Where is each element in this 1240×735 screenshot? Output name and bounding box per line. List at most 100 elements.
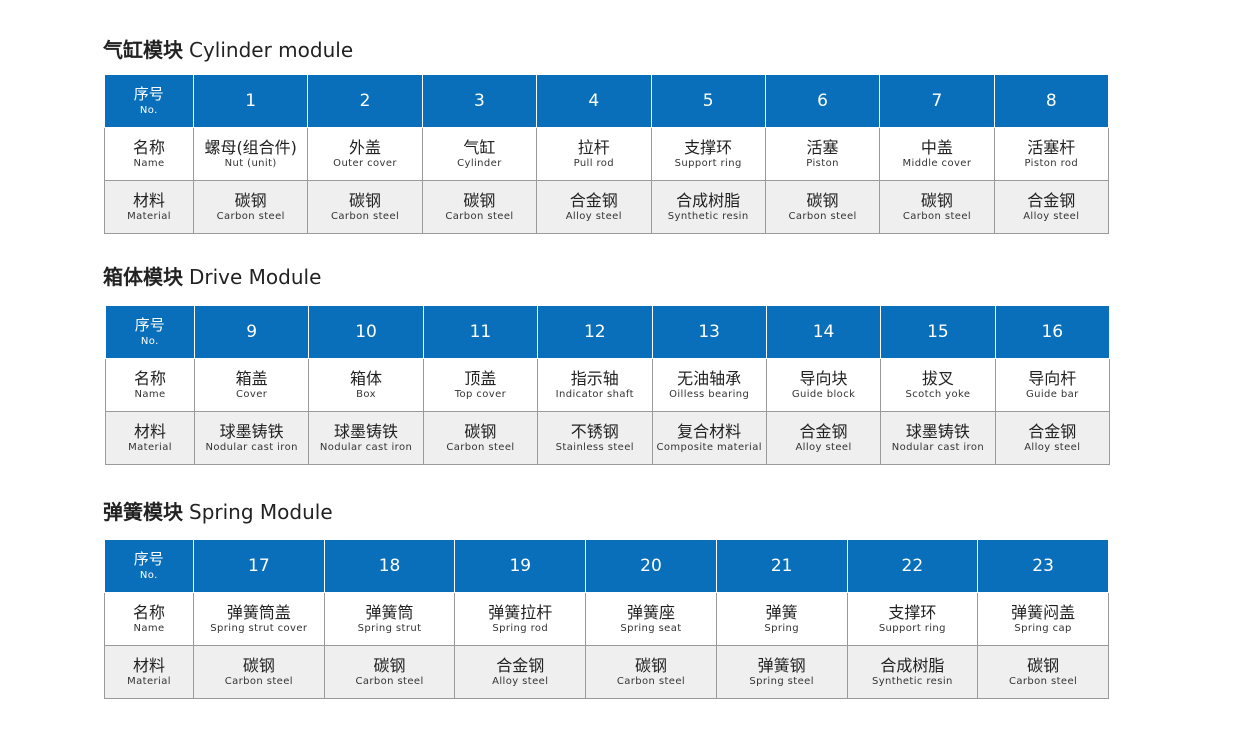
row-label-material-en: Material [127,676,171,687]
part-material-en: Carbon steel [446,442,515,453]
part-name-en: Pull rod [573,158,615,169]
part-name-zh: 无油轴承 [677,369,742,388]
part-number: 10 [308,306,424,359]
part-name: 外盖 Outer cover [307,127,423,181]
part-material-en: Alloy steel [492,676,549,687]
part-name: 弹簧座 Spring seat [585,592,717,646]
part-name-zh: 活塞 [806,138,839,157]
part-material-en: Carbon steel [1008,676,1078,687]
part-name-en: Cover [236,389,268,400]
parts-table: 序号 No. 17 18 19 20 21 22 23 名称 Name 弹簧筒盖 Spring stru… [104,540,1109,699]
part-name: 顶盖 Top cover [422,358,539,412]
part-material-zh: 复合材料 [677,422,742,441]
part-number: 3 [421,75,538,128]
section-title-zh: 气缸模块 [103,38,183,62]
material-row: 材料 Material 球墨铸铁 Nodular cast iron 球墨铸铁 Nodul… [105,411,1111,465]
part-name: 弹簧拉杆 Spring rod [454,592,587,646]
part-name: 活塞 Piston [764,127,881,181]
part-material: 复合材料 Composite material [651,411,767,465]
part-material: 碳钢 Carbon steel [422,411,539,465]
row-label-material-zh: 材料 [132,656,165,675]
row-label-material-zh: 材料 [133,422,166,441]
part-material-zh: 球墨铸铁 [334,422,399,441]
part-material-zh: 碳钢 [373,656,406,675]
name-row: 名称 Name 螺母(组合件) Nut (unit) 外盖 Outer cover 气缸 Cy… [104,127,1110,181]
part-name-en: Guide block [791,389,856,400]
part-material-zh: 碳钢 [634,656,667,675]
part-name: 弹簧 Spring [715,592,848,646]
part-name: 气缸 Cylinder [421,127,538,181]
part-material-zh: 碳钢 [463,191,496,210]
part-material: 碳钢 Carbon steel [764,180,881,234]
part-name: 支撑环 Support ring [846,592,979,646]
part-name: 中盖 Middle cover [879,127,995,181]
part-name-zh: 顶盖 [464,369,497,388]
row-label-no-en: No. [140,336,159,347]
part-material: 合金钢 Alloy steel [765,411,882,465]
section-title-en: Cylinder module [189,38,354,62]
part-name-en: Middle cover [902,158,972,169]
part-name-zh: 支撑环 [888,603,937,622]
part-name: 拉杆 Pull rod [536,127,652,181]
part-name-zh: 中盖 [920,138,953,157]
part-material-en: Nodular cast iron [319,442,413,453]
row-label-material: 材料 Material [104,645,194,699]
name-row: 名称 Name 箱盖 Cover 箱体 Box 顶盖 Top cover 指示轴 Indicato… [105,358,1111,412]
part-number: 20 [585,540,717,593]
part-material: 碳钢 Carbon steel [421,180,538,234]
part-name-zh: 拉杆 [577,138,610,157]
row-label-name: 名称 Name [104,127,194,181]
material-row: 材料 Material 碳钢 Carbon steel 碳钢 Carbon steel 碳钢… [104,180,1110,234]
part-material: 合成树脂 Synthetic resin [846,645,979,699]
part-material: 弹簧钢 Spring steel [715,645,848,699]
part-material-zh: 碳钢 [920,191,953,210]
part-material-zh: 合金钢 [569,191,618,210]
part-material: 合成树脂 Synthetic resin [650,180,766,234]
part-number: 5 [650,75,766,128]
part-name-zh: 弹簧座 [626,603,675,622]
part-material: 合金钢 Alloy steel [994,411,1111,465]
part-number: 1 [192,75,309,128]
part-name: 螺母(组合件) Nut (unit) [192,127,309,181]
section-title: 弹簧模块 Spring Module [103,496,333,525]
row-label-material: 材料 Material [104,180,194,234]
section-title: 箱体模块 Drive Module [103,261,321,290]
part-name-en: Piston [806,158,839,169]
part-material-zh: 合成树脂 [676,191,741,210]
part-name-en: Scotch yoke [905,389,971,400]
part-name-zh: 箱盖 [235,369,268,388]
parts-table: 序号 No. 9 10 11 12 13 14 15 16 名称 Name 箱盖 Cover 箱体 Box 顶盖… [105,306,1111,465]
part-material-en: Alloy steel [1023,211,1080,222]
part-name-en: Support ring [878,623,946,634]
row-label-name-en: Name [133,623,165,634]
part-material-zh: 碳钢 [806,191,839,210]
part-material-en: Carbon steel [445,211,514,222]
part-number: 7 [879,75,995,128]
part-material-zh: 碳钢 [234,191,267,210]
part-material-zh: 球墨铸铁 [905,422,970,441]
part-number: 16 [994,306,1111,359]
part-name-en: Oilless bearing [669,389,750,400]
parts-table: 序号 No. 1 2 3 4 5 6 7 8 名称 Name 螺母(组合件) Nut (unit) 外盖 Ou… [104,75,1110,234]
row-label-name-en: Name [133,158,165,169]
part-name-zh: 弹簧 [765,603,798,622]
part-material-en: Carbon steel [355,676,424,687]
part-material-en: Nodular cast iron [891,442,985,453]
part-name-zh: 外盖 [349,138,382,157]
part-number: 21 [715,540,848,593]
part-name-en: Outer cover [333,158,397,169]
row-label-name-en: Name [134,389,166,400]
part-name-zh: 箱体 [350,369,383,388]
part-name-zh: 弹簧筒 [365,603,414,622]
row-label-no: 序号 No. [104,540,194,593]
name-row: 名称 Name 弹簧筒盖 Spring strut cover 弹簧筒 Spring st… [104,592,1109,646]
row-label-no-zh: 序号 [133,85,164,103]
part-name-en: Indicator shaft [555,389,634,400]
part-number: 2 [307,75,423,128]
row-label-no-en: No. [139,105,158,116]
part-name-en: Top cover [454,389,507,400]
part-name: 指示轴 Indicator shaft [537,358,653,412]
part-material-en: Synthetic resin [871,676,953,687]
part-number: 18 [323,540,456,593]
part-name-zh: 气缸 [463,138,496,157]
